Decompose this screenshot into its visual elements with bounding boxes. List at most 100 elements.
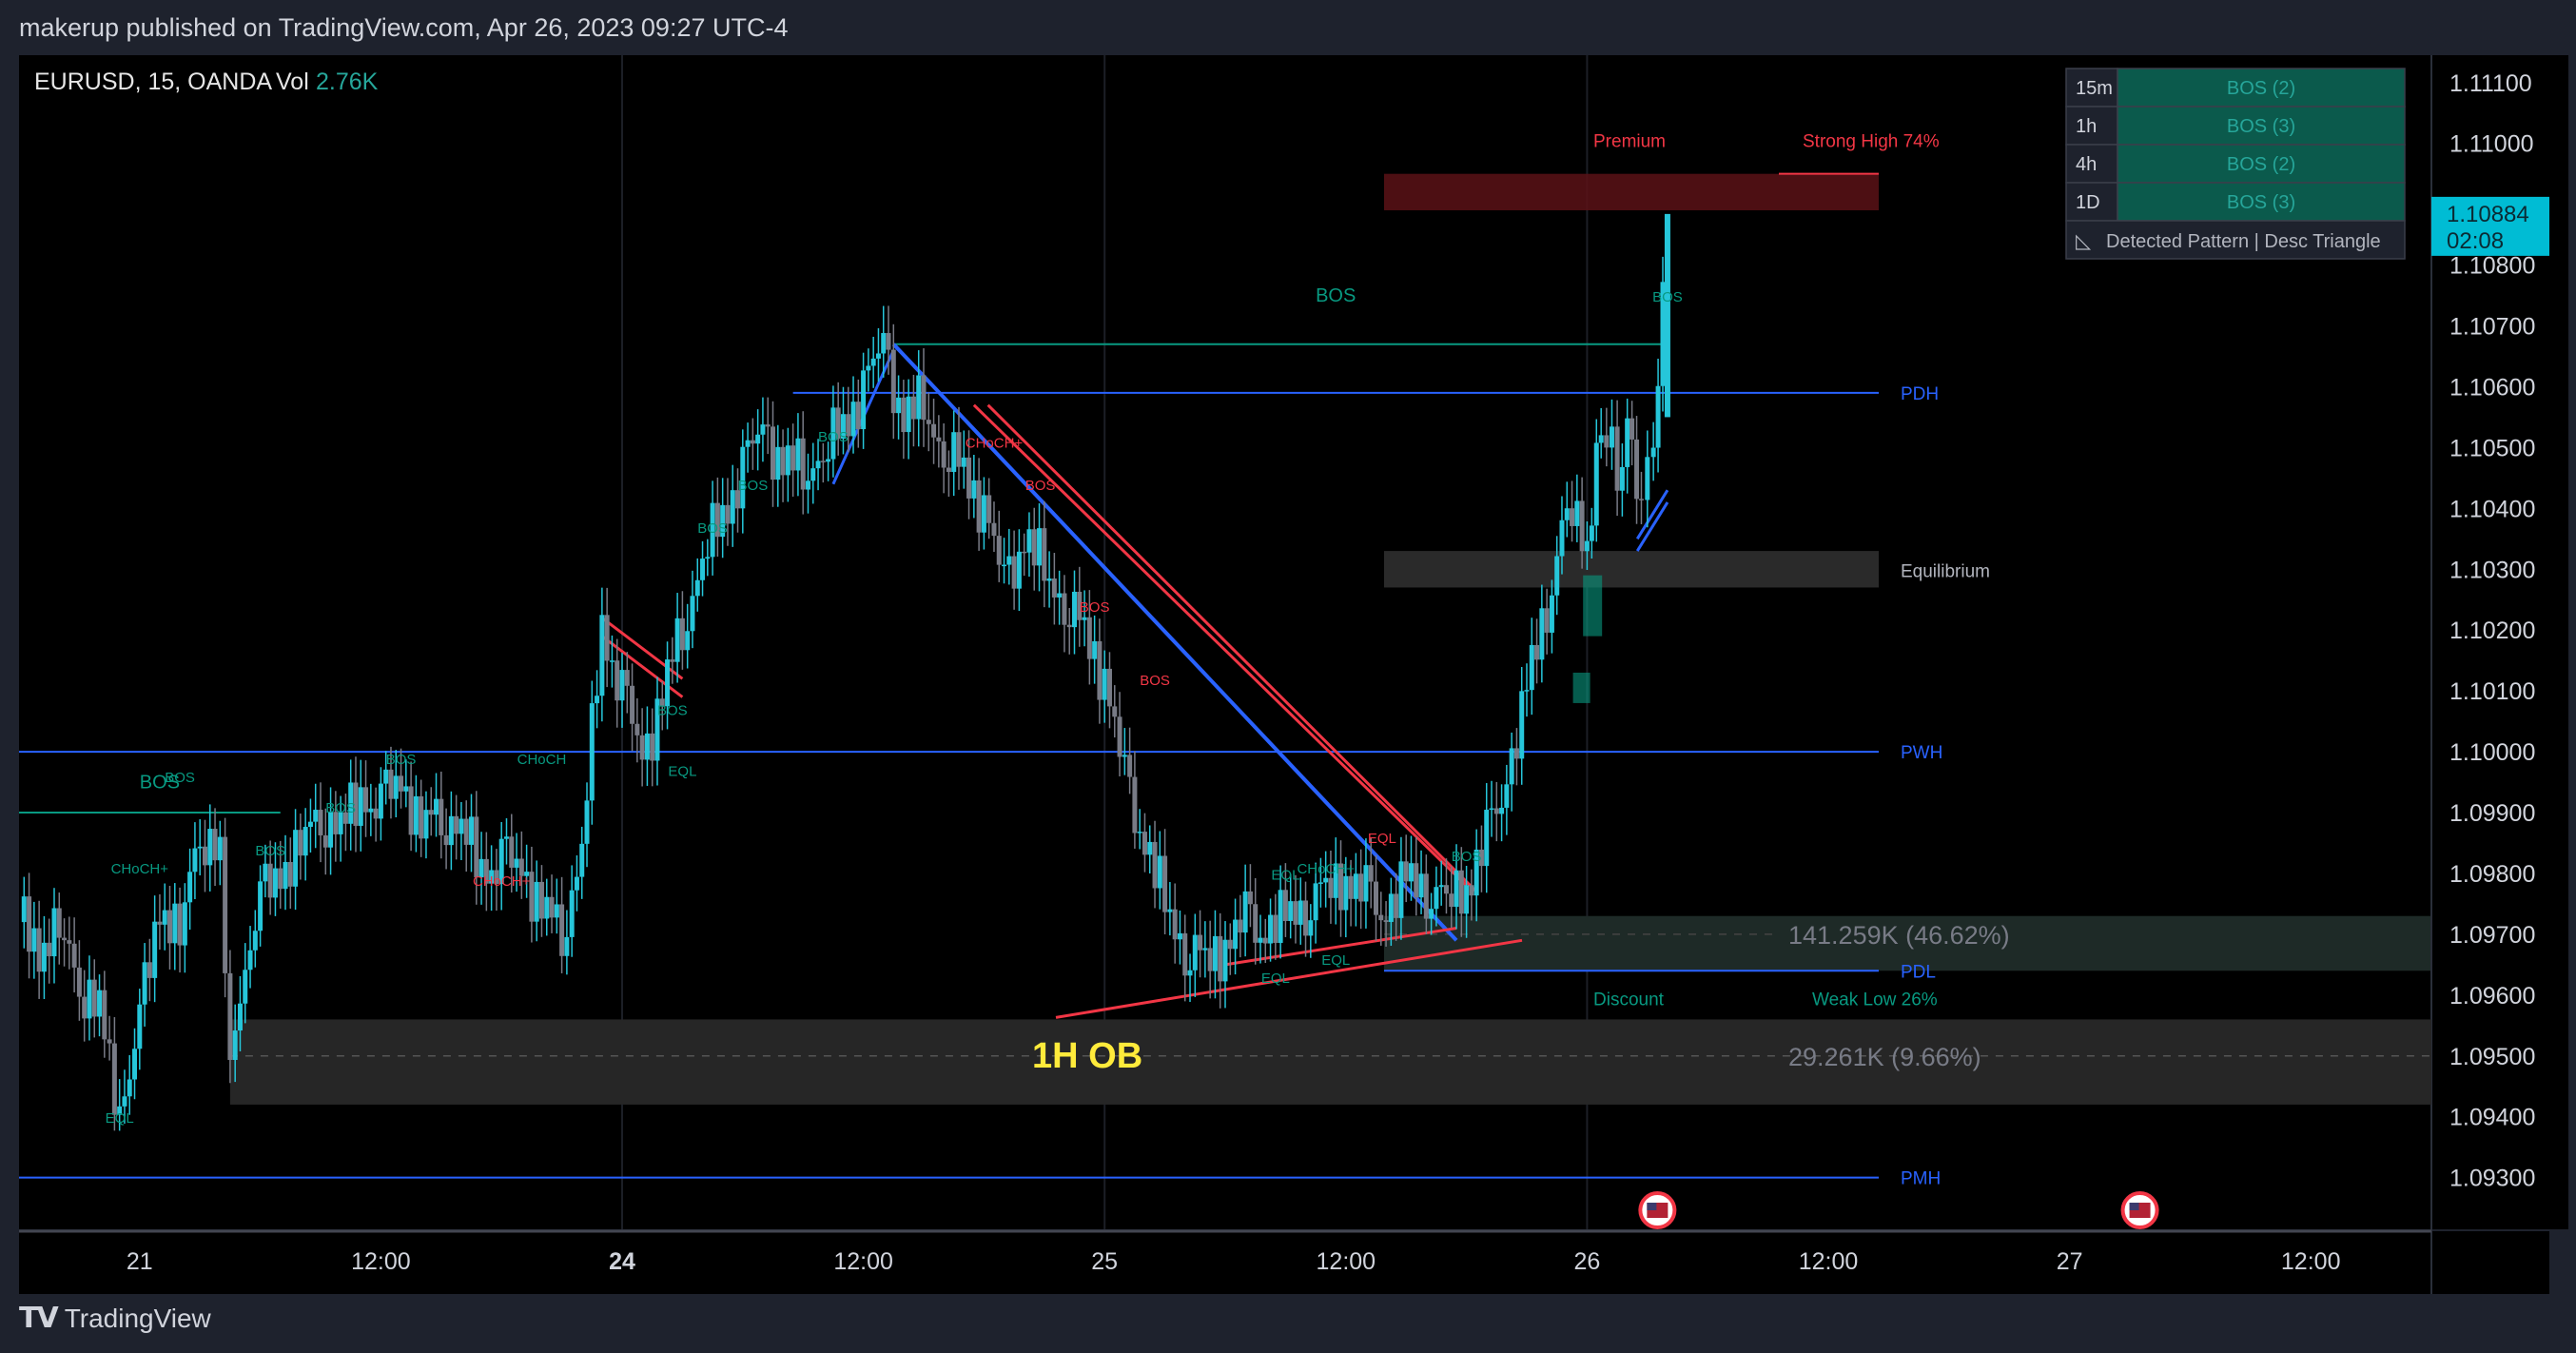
candle-body — [1147, 841, 1153, 855]
candle-body — [423, 810, 429, 839]
candle-body — [875, 353, 881, 359]
last-price-badge — [2431, 196, 2549, 256]
candle-body — [1317, 882, 1323, 884]
candle-body — [951, 432, 957, 472]
candle-body — [1338, 863, 1344, 911]
candle-body — [1117, 716, 1122, 757]
candle-body — [1434, 887, 1439, 910]
candle-body — [1489, 808, 1494, 811]
candle-body — [338, 812, 343, 834]
candle-body — [1313, 883, 1318, 921]
candle-body — [1499, 807, 1505, 814]
candle-body — [1625, 418, 1630, 467]
candle-body — [247, 950, 253, 971]
time-axis-area — [19, 1231, 2549, 1294]
price-tick-label: 1.09700 — [2449, 922, 2535, 949]
candle-body — [866, 365, 871, 371]
candle-body — [1031, 529, 1037, 566]
candle-body — [700, 559, 706, 580]
candle-body — [137, 1004, 143, 1049]
candle-body — [1348, 875, 1354, 899]
candle-body — [1026, 529, 1032, 553]
candle-body — [1464, 885, 1470, 914]
candle-body — [1066, 624, 1072, 628]
candle-body — [855, 402, 861, 430]
candle-body — [1504, 784, 1510, 808]
candle-body — [1469, 885, 1474, 896]
price-tick-label: 1.09300 — [2449, 1166, 2535, 1192]
legend-symbol: EURUSD, 15, OANDA — [34, 69, 272, 95]
price-tick-label: 1.10000 — [2449, 739, 2535, 766]
mtf-value-cell — [2117, 68, 2406, 108]
candle-body — [258, 881, 263, 931]
candle-body — [1192, 934, 1198, 971]
price-tick-label: 1.09500 — [2449, 1044, 2535, 1070]
candle-body — [1519, 691, 1525, 759]
candle-body — [172, 903, 178, 944]
candle-body — [1122, 755, 1127, 757]
candle-body — [1303, 900, 1309, 936]
candle-body — [363, 787, 369, 813]
candle-body — [564, 936, 570, 956]
candle-body — [881, 333, 887, 354]
candle-body — [469, 816, 474, 845]
candle-body — [890, 349, 896, 414]
candle-body — [1449, 893, 1454, 908]
structure-label: BOS — [697, 520, 728, 537]
candle-body — [1539, 608, 1545, 660]
candle-body — [1092, 640, 1098, 659]
candle-body — [1137, 832, 1142, 833]
candle-body — [1011, 556, 1017, 589]
candle-body — [1187, 970, 1193, 976]
candle-body — [1172, 909, 1178, 940]
legend-vol-value: 2.76K — [316, 69, 379, 95]
candle-body — [846, 414, 851, 437]
candle-body — [820, 461, 826, 462]
candle-body — [665, 659, 671, 707]
candle-body — [263, 863, 268, 882]
candle-body — [710, 502, 715, 558]
mtf-value-cell — [2117, 106, 2406, 146]
premium-label: Premium — [1593, 132, 1666, 152]
candle-body — [142, 962, 147, 1005]
candle-body — [800, 438, 806, 490]
structure-label: BOS — [255, 843, 285, 859]
candle-body — [287, 861, 293, 887]
mtf-tf-cell — [2065, 144, 2118, 184]
candle-body — [434, 798, 439, 815]
candle-body — [1438, 885, 1444, 888]
candle-body — [1458, 870, 1464, 914]
candle-body — [393, 775, 399, 799]
pattern-row — [2065, 220, 2406, 260]
price-tick-label: 1.10300 — [2449, 557, 2535, 583]
candle-body — [760, 424, 766, 435]
candle-body — [252, 931, 258, 951]
tradingview-logo[interactable]: 𝗧𝗩 TradingView — [19, 1302, 211, 1335]
candle-body — [725, 504, 731, 524]
candle-body — [1167, 909, 1173, 912]
candle-body — [1002, 564, 1007, 567]
price-tick-label: 1.10800 — [2449, 253, 2535, 280]
fvg-box — [1583, 575, 1603, 637]
price-tick-label: 1.10500 — [2449, 435, 2535, 461]
candle-body — [474, 816, 479, 878]
structure-label: CHoCH+ — [111, 861, 169, 877]
candle-body — [1278, 890, 1283, 943]
structure-label: CHoCH+ — [473, 873, 531, 890]
candle-body — [1554, 556, 1560, 596]
candle-body — [1247, 891, 1253, 905]
candle-body — [1333, 863, 1338, 898]
candle-body — [595, 696, 600, 704]
structure-label: EQL — [106, 1110, 134, 1127]
candle-body — [1097, 640, 1103, 700]
countdown-label: 02:08 — [2447, 228, 2504, 254]
candle-body — [926, 420, 931, 424]
price-tick-label: 1.10700 — [2449, 314, 2535, 341]
time-tick-label: 25 — [1091, 1248, 1118, 1275]
candle-body — [283, 861, 288, 890]
candle-body — [1057, 593, 1063, 598]
candle-body — [428, 810, 434, 815]
tradingview-mark-icon: 𝗧𝗩 — [19, 1303, 59, 1334]
level-label-pmh: PMH — [1901, 1169, 1941, 1189]
